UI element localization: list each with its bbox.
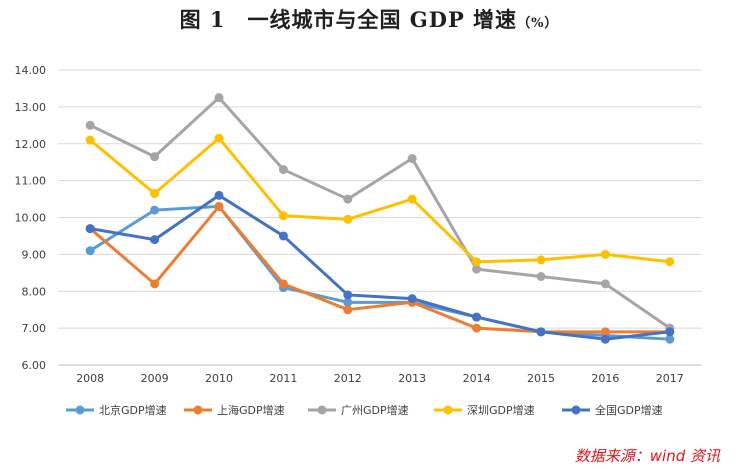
data-point [150,189,160,199]
x-tick-label: 2009 [141,372,169,385]
data-point [85,120,95,130]
data-point [150,279,160,289]
x-tick-label: 2017 [656,372,684,385]
legend-item: 全国GDP增速 [562,403,663,417]
data-point [85,224,95,234]
series-line [88,204,672,334]
series-line [88,136,672,264]
chart-title: 图 1 一线城市与全国 GDP 增速（%） [0,4,738,34]
chart-title-unit: （%） [517,16,559,31]
legend-swatch-marker [571,405,581,415]
legend-item: 深圳GDP增速 [434,403,535,417]
data-point [472,323,482,333]
gridlines [58,69,702,366]
series-1 [85,201,675,344]
y-tick-label: 10.00 [15,212,47,225]
y-tick-label: 7.00 [22,322,47,335]
data-point [343,290,353,300]
x-tick-label: 2014 [463,372,491,385]
data-point [472,264,482,274]
series-2 [85,201,675,337]
data-point [214,93,224,103]
data-source-note: 数据来源：wind 资讯 [574,447,720,465]
data-point [278,231,288,241]
data-point [600,279,610,289]
data-point [343,214,353,224]
x-tick-label: 2010 [205,372,233,385]
x-tick-label: 2011 [269,372,297,385]
y-tick-label: 8.00 [22,285,47,298]
legend-swatch-marker [193,405,203,415]
data-point [85,135,95,145]
data-point [536,327,546,337]
data-point [278,279,288,289]
series-5 [85,190,675,344]
data-point [214,190,224,200]
data-point [472,312,482,322]
y-tick-label: 6.00 [22,359,47,372]
legend-label: 广州GDP增速 [341,403,409,417]
series-group [85,93,675,344]
legend-label: 北京GDP增速 [99,403,167,417]
legend-swatch-marker [317,405,327,415]
data-point [343,194,353,204]
legend-item: 北京GDP增速 [66,403,167,417]
x-tick-label: 2015 [527,372,555,385]
legend-label: 全国GDP增速 [595,403,663,417]
data-point [665,257,675,267]
data-point [407,154,417,163]
data-point [665,327,675,337]
data-point [214,133,224,143]
legend: 北京GDP增速 上海GDP增速 广州GDP增速 深圳GDP增速 全国GDP增速 [66,403,663,417]
data-point [85,246,95,256]
x-tick-label: 2012 [334,372,362,385]
legend-label: 上海GDP增速 [217,403,285,417]
series-line [88,96,672,330]
data-point [536,255,546,265]
series-4 [85,133,675,267]
y-tick-label: 14.00 [15,64,47,77]
series-3 [85,93,675,333]
y-tick-label: 12.00 [15,138,47,151]
x-tick-label: 2008 [76,372,104,385]
series-line [88,193,672,341]
data-point [214,201,224,211]
y-tick-label: 13.00 [15,101,47,114]
data-point [600,327,610,337]
legend-item: 上海GDP增速 [184,403,285,417]
legend-swatch-marker [443,405,453,415]
y-tick-label: 9.00 [22,248,47,261]
data-point [407,294,417,304]
data-point [343,305,353,315]
x-tick-label: 2013 [398,372,426,385]
data-point [536,272,546,281]
legend-label: 深圳GDP增速 [467,403,535,417]
legend-item: 广州GDP增速 [308,403,409,417]
data-point [472,257,482,267]
data-point [343,297,353,307]
series-line [88,204,672,341]
data-point [150,152,160,162]
data-point [600,249,610,259]
chart-title-text: 图 1 一线城市与全国 GDP 增速 [179,7,518,32]
y-tick-label: 11.00 [15,175,47,188]
data-point [150,205,160,215]
data-point [278,165,288,175]
data-point [665,334,675,344]
data-point [150,235,160,245]
y-axis: 6.00 7.00 8.00 9.00 10.00 11.00 12.00 13.00 14.0… [15,64,47,372]
data-point [278,211,288,221]
data-point [600,334,610,344]
x-axis: 2008 2009 2010 2011 2012 2013 2014 2015 2016 2017 [76,372,684,385]
legend-swatch-marker [75,405,85,415]
data-point [407,194,417,204]
x-tick-label: 2016 [591,372,619,385]
